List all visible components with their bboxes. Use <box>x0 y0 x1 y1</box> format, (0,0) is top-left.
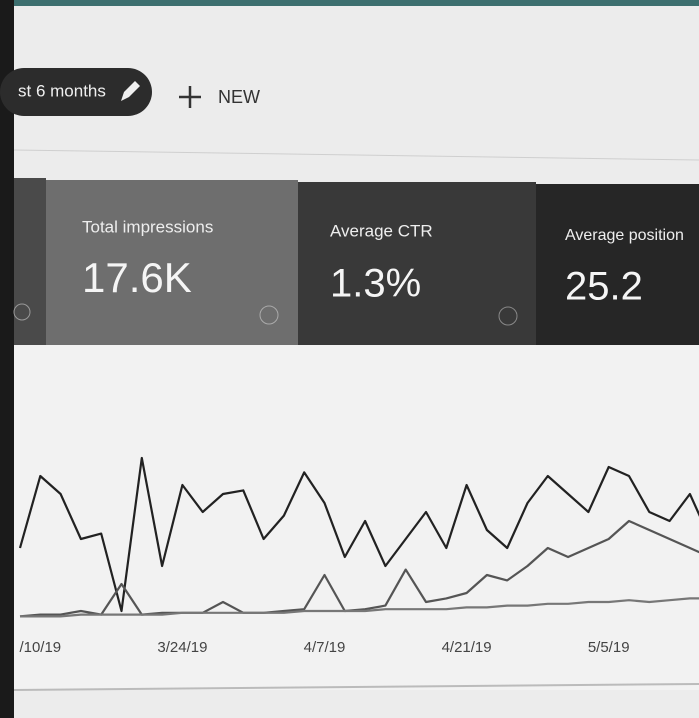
date-filter-label[interactable]: st 6 months <box>18 81 106 100</box>
metric-label: Average position <box>565 227 684 244</box>
metric-value: 17.6K <box>82 254 192 301</box>
metric-label: Total impressions <box>82 217 213 236</box>
x-tick-label: 4/21/19 <box>442 639 492 656</box>
x-tick-label: 4/7/19 <box>304 639 346 656</box>
metric-value: 25.2 <box>565 265 643 309</box>
x-tick-label: 5/5/19 <box>588 639 630 656</box>
new-button[interactable]: NEW <box>218 87 260 107</box>
metric-card[interactable] <box>14 178 46 345</box>
x-tick-label: 3/24/19 <box>157 639 207 656</box>
top-bar <box>0 0 699 6</box>
page: {"toolbar": {"date_filter": "st 6 months… <box>0 0 699 718</box>
screen: st 6 months NEW Total impressions 17.6K … <box>0 0 699 718</box>
metric-value: 1.3% <box>330 262 421 306</box>
x-tick-label: /10/19 <box>19 639 61 656</box>
metric-label: Average CTR <box>330 221 433 240</box>
